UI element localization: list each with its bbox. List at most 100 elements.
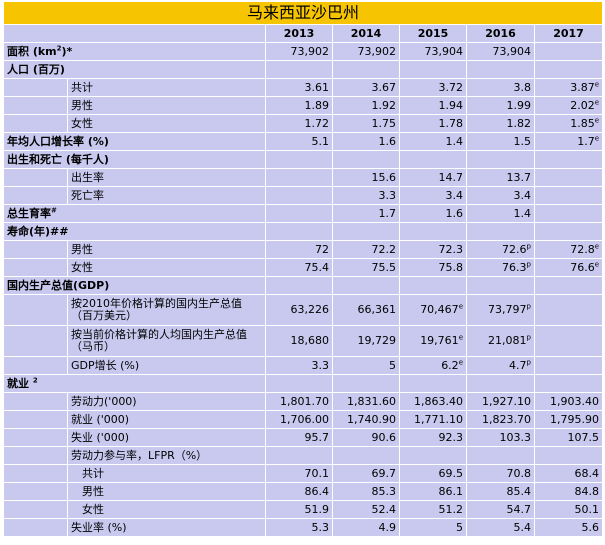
table-row: 共计 3.61 3.67 3.72 3.8 3.87e xyxy=(3,78,604,97)
value-cell-2016: 1,927.10 xyxy=(466,392,535,411)
value-cell-2016: 76.3p xyxy=(466,258,535,277)
value-cell-2014: 3.67 xyxy=(332,78,400,97)
value-cell-2015: 1,771.10 xyxy=(399,410,467,429)
value-cell-2013: 18,680 xyxy=(265,325,333,357)
value-cell-2013: 3.61 xyxy=(265,78,333,97)
value-cell-2014: 1.75 xyxy=(332,114,400,133)
value-cell-2017 xyxy=(533,60,604,79)
value-cell-2015: 69.5 xyxy=(399,464,467,483)
value-cell-2016: 72.6p xyxy=(466,240,535,259)
value-cell-2016 xyxy=(466,150,535,169)
value-cell-2014 xyxy=(332,222,400,241)
value-cell-2013 xyxy=(265,222,333,241)
value-cell-2015 xyxy=(399,374,467,393)
table-row: 失业 ('000) 95.7 90.6 92.3 103.3 107.5 xyxy=(3,428,604,447)
value-cell-2015 xyxy=(399,276,467,295)
value-cell-2014: 66,361 xyxy=(332,294,400,326)
value-cell-2014: 1.7 xyxy=(332,204,400,223)
value-cell-2014: 72.2 xyxy=(332,240,400,259)
row-label: 女性 xyxy=(67,114,266,133)
row-label: 劳动力('000) xyxy=(67,392,266,411)
table-row: 出生和死亡 (每千人) xyxy=(3,150,604,169)
value-cell-2016: 70.8 xyxy=(466,464,535,483)
row-label: 死亡率 xyxy=(67,186,266,205)
value-cell-2013: 1.72 xyxy=(265,114,333,133)
value-cell-2017: 84.8 xyxy=(533,482,604,501)
indent-cell xyxy=(3,482,68,501)
value-cell-2013: 73,902 xyxy=(265,42,333,61)
value-cell-2014: 4.9 xyxy=(332,518,400,537)
row-label: 就业 ('000) xyxy=(67,410,266,429)
value-cell-2016: 85.4 xyxy=(466,482,535,501)
value-cell-2014 xyxy=(332,446,400,465)
value-cell-2016: 1.99 xyxy=(466,96,535,115)
table-row: 男性 72 72.2 72.3 72.6p 72.8e xyxy=(3,240,604,259)
indent-cell xyxy=(3,186,68,205)
value-cell-2014: 75.5 xyxy=(332,258,400,277)
indent-cell xyxy=(3,356,68,375)
row-label: 女性 xyxy=(67,258,266,277)
value-cell-2016: 1.82 xyxy=(466,114,535,133)
indent-cell xyxy=(3,325,68,357)
value-cell-2017: 1,795.90 xyxy=(533,410,604,429)
value-cell-2017 xyxy=(533,374,604,393)
value-cell-2014: 52.4 xyxy=(332,500,400,519)
value-cell-2013 xyxy=(265,168,333,187)
value-cell-2015: 1.4 xyxy=(399,132,467,151)
table-row: 女性 1.72 1.75 1.78 1.82 1.85e xyxy=(3,114,604,133)
section-label: 人口 (百万) xyxy=(3,60,266,79)
indent-cell xyxy=(3,464,68,483)
value-cell-2015: 14.7 xyxy=(399,168,467,187)
value-cell-2015: 5 xyxy=(399,518,467,537)
value-cell-2013: 1,801.70 xyxy=(265,392,333,411)
table-row: 按2010年价格计算的国内生产总值 （百万美元） 63,226 66,361 70,46… xyxy=(3,294,604,326)
value-cell-2014: 85.3 xyxy=(332,482,400,501)
row-label: GDP增长 (%) xyxy=(67,356,266,375)
value-cell-2017 xyxy=(533,325,604,357)
section-label: 面积 (km2)* xyxy=(3,42,266,61)
statistics-table: 马来西亚沙巴州 2013 2014 2015 2016 2017 面积 (km2)* 73… xyxy=(2,1,604,537)
value-cell-2014: 15.6 xyxy=(332,168,400,187)
indent-cell xyxy=(3,168,68,187)
value-cell-2014: 1.92 xyxy=(332,96,400,115)
value-cell-2015 xyxy=(399,446,467,465)
section-label: 出生和死亡 (每千人) xyxy=(3,150,266,169)
value-cell-2017 xyxy=(533,222,604,241)
table-row: 出生率 15.6 14.7 13.7 xyxy=(3,168,604,187)
value-cell-2013: 75.4 xyxy=(265,258,333,277)
value-cell-2017: 68.4 xyxy=(533,464,604,483)
row-label: 失业率 (%) xyxy=(67,518,266,537)
value-cell-2017: 1,903.40 xyxy=(533,392,604,411)
value-cell-2015: 6.2e xyxy=(399,356,467,375)
value-cell-2017: 1.85e xyxy=(533,114,604,133)
value-cell-2015: 92.3 xyxy=(399,428,467,447)
value-cell-2017 xyxy=(533,168,604,187)
value-cell-2016: 1.4 xyxy=(466,204,535,223)
value-cell-2017 xyxy=(533,276,604,295)
row-label: 劳动力参与率，LFPR（%） xyxy=(67,446,266,465)
value-cell-2014: 1,831.60 xyxy=(332,392,400,411)
value-cell-2014: 1,740.90 xyxy=(332,410,400,429)
section-label: 年均人口增长率 (%) xyxy=(3,132,266,151)
value-cell-2015: 72.3 xyxy=(399,240,467,259)
year-header-2016: 2016 xyxy=(466,24,535,43)
value-cell-2013 xyxy=(265,204,333,223)
value-cell-2017: 5.6 xyxy=(533,518,604,537)
value-cell-2015: 1.78 xyxy=(399,114,467,133)
value-cell-2017: 50.1 xyxy=(533,500,604,519)
section-label: 总生育率# xyxy=(3,204,266,223)
value-cell-2016: 21,081p xyxy=(466,325,535,357)
value-cell-2013 xyxy=(265,60,333,79)
value-cell-2016: 3.8 xyxy=(466,78,535,97)
value-cell-2015: 1,863.40 xyxy=(399,392,467,411)
value-cell-2013 xyxy=(265,150,333,169)
value-cell-2017: 2.02e xyxy=(533,96,604,115)
value-cell-2017 xyxy=(533,446,604,465)
indent-cell xyxy=(3,518,68,537)
table-row: 国内生产总值(GDP) xyxy=(3,276,604,295)
value-cell-2013: 70.1 xyxy=(265,464,333,483)
table-row: 就业 ('000) 1,706.00 1,740.90 1,771.10 1,823.7… xyxy=(3,410,604,429)
value-cell-2013: 1,706.00 xyxy=(265,410,333,429)
value-cell-2016 xyxy=(466,60,535,79)
value-cell-2017 xyxy=(533,294,604,326)
